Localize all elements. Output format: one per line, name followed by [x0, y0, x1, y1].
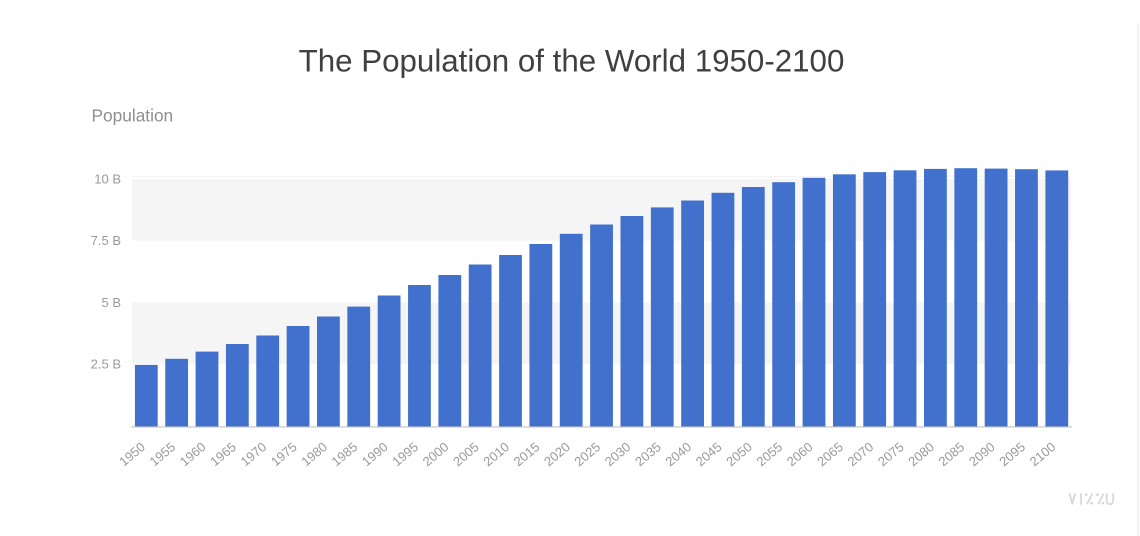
svg-text:2.5 B: 2.5 B	[91, 357, 121, 372]
svg-text:10 B: 10 B	[94, 172, 121, 187]
svg-text:The Population of the World 19: The Population of the World 1950-2100	[299, 44, 845, 79]
svg-text:Population: Population	[92, 106, 174, 126]
svg-text:5 B: 5 B	[101, 295, 121, 310]
svg-text:7.5 B: 7.5 B	[91, 233, 121, 248]
